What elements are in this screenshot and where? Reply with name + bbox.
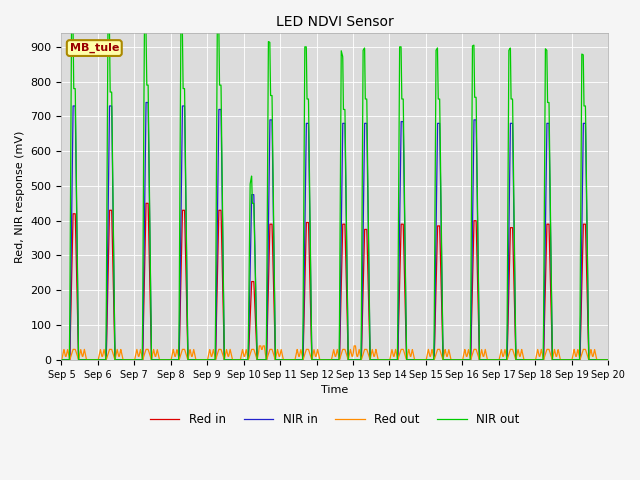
NIR in xyxy=(157,357,164,363)
NIR out xyxy=(604,357,612,363)
Red in xyxy=(385,357,393,363)
Line: NIR out: NIR out xyxy=(61,16,608,360)
NIR in xyxy=(385,357,393,363)
Red in xyxy=(604,357,612,363)
Red in xyxy=(58,357,65,363)
Red out xyxy=(58,357,65,363)
NIR out xyxy=(157,357,164,363)
NIR in xyxy=(413,357,421,363)
NIR in xyxy=(58,357,65,363)
Red out xyxy=(157,357,164,363)
Red in xyxy=(266,221,274,227)
NIR out xyxy=(385,357,393,363)
Red in xyxy=(465,357,473,363)
Red in xyxy=(157,357,164,363)
NIR in xyxy=(142,100,150,106)
Red in xyxy=(413,357,421,363)
Red out xyxy=(266,347,274,352)
NIR out xyxy=(507,89,515,95)
Red out xyxy=(385,357,393,363)
NIR out xyxy=(413,357,421,363)
NIR in xyxy=(465,357,473,363)
NIR out xyxy=(266,81,274,87)
Title: LED NDVI Sensor: LED NDVI Sensor xyxy=(276,15,394,29)
NIR out xyxy=(58,357,65,363)
NIR out xyxy=(465,357,473,363)
NIR out xyxy=(141,13,148,19)
Line: NIR in: NIR in xyxy=(61,103,608,360)
NIR in xyxy=(266,117,274,123)
Legend: Red in, NIR in, Red out, NIR out: Red in, NIR in, Red out, NIR out xyxy=(145,408,524,431)
Red out xyxy=(507,347,515,352)
Red out xyxy=(255,343,263,349)
Y-axis label: Red, NIR response (mV): Red, NIR response (mV) xyxy=(15,130,25,263)
Line: Red out: Red out xyxy=(61,346,608,360)
NIR in xyxy=(604,357,612,363)
Red in xyxy=(142,201,150,206)
Red in xyxy=(507,225,515,230)
Red out xyxy=(604,357,612,363)
X-axis label: Time: Time xyxy=(321,385,348,395)
Line: Red in: Red in xyxy=(61,204,608,360)
Text: MB_tule: MB_tule xyxy=(70,43,119,53)
NIR in xyxy=(507,120,515,126)
Red out xyxy=(465,351,473,357)
Red out xyxy=(413,357,421,363)
